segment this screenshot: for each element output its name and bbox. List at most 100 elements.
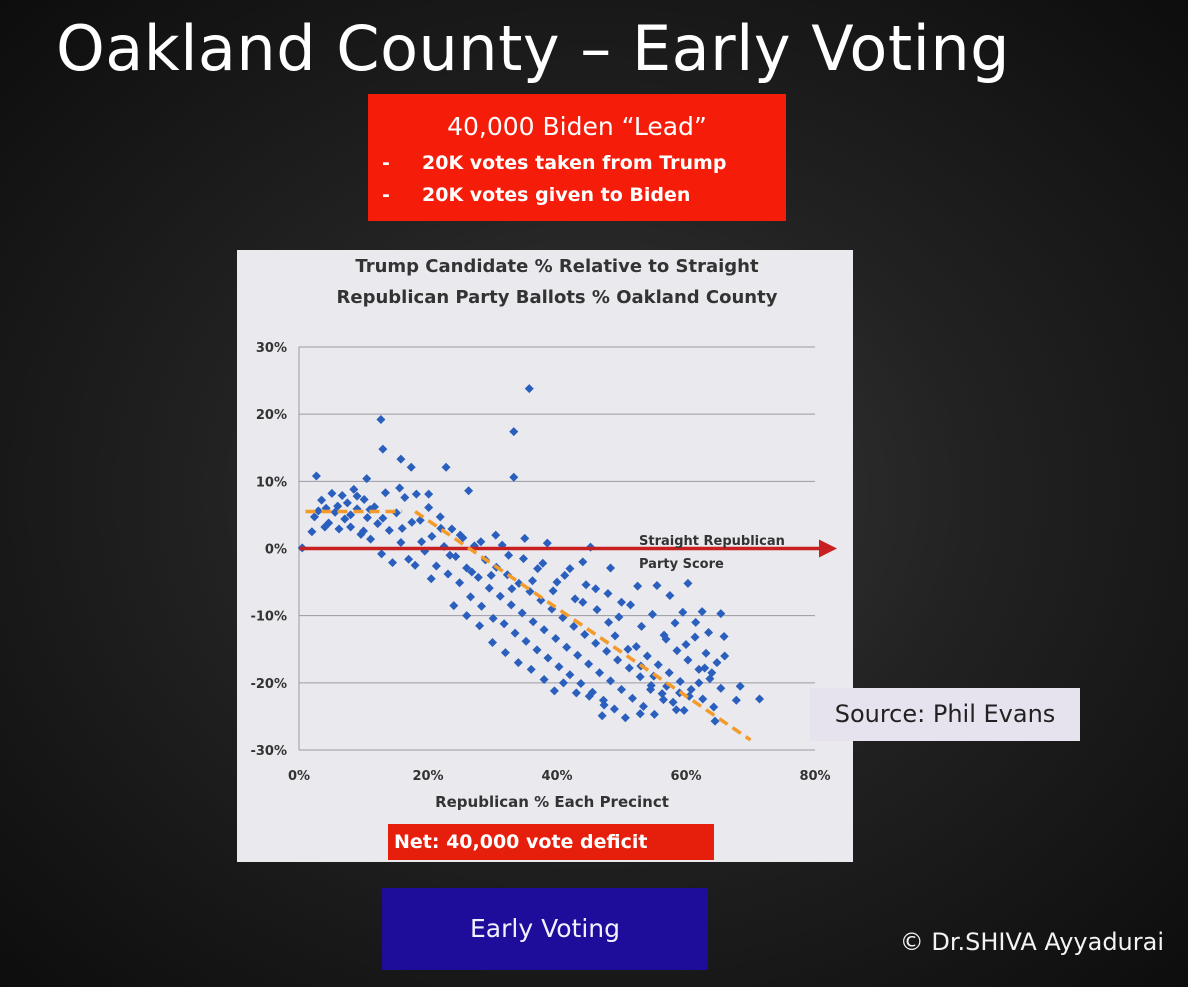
data-point [352, 491, 362, 501]
data-point [447, 524, 457, 534]
data-point [441, 462, 451, 472]
data-point [633, 581, 643, 591]
data-point [707, 668, 717, 678]
data-point [565, 564, 575, 574]
data-point [578, 557, 588, 567]
data-point [658, 695, 668, 705]
data-point [690, 632, 700, 642]
data-point [664, 668, 674, 678]
data-point [449, 601, 459, 611]
data-point [365, 505, 375, 515]
data-point [507, 584, 517, 594]
data-point [675, 676, 685, 686]
data-point [509, 427, 519, 437]
reference-arrow [299, 539, 837, 558]
data-point [542, 538, 552, 548]
data-point [683, 578, 693, 588]
data-point [603, 589, 613, 599]
early-voting-button[interactable]: Early Voting [382, 888, 708, 970]
data-point [513, 658, 523, 668]
y-tick-label: -30% [250, 744, 287, 759]
data-point [620, 713, 630, 723]
data-point [591, 584, 601, 594]
data-point [462, 563, 472, 573]
data-point [404, 554, 414, 564]
data-point [417, 537, 427, 547]
data-point [694, 678, 704, 688]
data-point [548, 586, 558, 596]
y-tick-label: -20% [250, 677, 287, 692]
data-point [716, 609, 726, 619]
data-point [327, 488, 337, 498]
data-point [366, 534, 376, 544]
data-point [527, 576, 537, 586]
data-point [755, 694, 765, 704]
x-axis-ticks: 0% 20% 40% 60% 80% [288, 769, 831, 784]
data-point [532, 645, 542, 655]
y-axis-ticks: 30% 20% 10% 0% -10% -20% -30% [250, 341, 287, 759]
data-point [467, 567, 477, 577]
data-point [647, 609, 657, 619]
data-point [445, 550, 455, 560]
data-point [396, 454, 406, 464]
data-point [554, 662, 564, 672]
data-point [466, 592, 476, 602]
chart-title-line-2: Republican Party Ballots % Oakland Count… [337, 287, 778, 308]
data-point [342, 498, 352, 508]
data-point [683, 655, 693, 665]
data-point [635, 709, 645, 719]
bullet-text: 20K votes given to Biden [422, 184, 691, 206]
data-point [359, 494, 369, 504]
data-point [504, 550, 514, 560]
data-point [340, 514, 350, 524]
data-point [617, 685, 626, 695]
data-point [488, 613, 498, 623]
data-point [484, 583, 494, 593]
chart-title-line-1: Trump Candidate % Relative to Straight [355, 256, 759, 277]
data-point [462, 611, 472, 621]
data-point [697, 607, 707, 617]
data-point [565, 670, 575, 680]
data-point [464, 486, 474, 496]
x-tick-label: 40% [541, 769, 572, 784]
data-point [359, 526, 368, 536]
data-point [362, 513, 372, 523]
data-point [592, 605, 602, 615]
bullet-dash: - [382, 152, 390, 174]
data-point [581, 580, 591, 590]
data-point [691, 617, 701, 627]
data-point [396, 537, 406, 547]
data-point [309, 512, 319, 522]
data-point [378, 513, 388, 523]
data-point [536, 595, 546, 605]
scatter-chart: Trump Candidate % Relative to Straight R… [250, 256, 837, 811]
data-point [678, 607, 688, 617]
data-point [631, 642, 641, 652]
data-point [324, 518, 334, 528]
data-point [558, 613, 568, 623]
data-point [569, 621, 579, 631]
data-point [614, 612, 624, 622]
data-point [573, 650, 583, 660]
data-point [570, 594, 580, 604]
data-point [662, 681, 672, 691]
data-point [407, 517, 417, 527]
data-point [313, 506, 323, 516]
data-point [427, 531, 437, 541]
data-point [646, 685, 656, 695]
data-point [378, 444, 388, 454]
data-point [520, 533, 530, 543]
data-point [551, 634, 561, 644]
data-point [686, 685, 696, 695]
copyright-text: © Dr.SHIVA Ayyadurai [899, 928, 1164, 956]
data-point [635, 672, 645, 682]
data-point [455, 530, 465, 540]
data-point [704, 627, 714, 637]
data-point [469, 541, 479, 551]
data-point [411, 489, 421, 499]
data-point [346, 522, 356, 532]
x-axis-title: Republican % Each Precinct [435, 793, 669, 811]
data-point [373, 519, 383, 529]
data-point [591, 638, 601, 648]
x-tick-label: 80% [799, 769, 830, 784]
